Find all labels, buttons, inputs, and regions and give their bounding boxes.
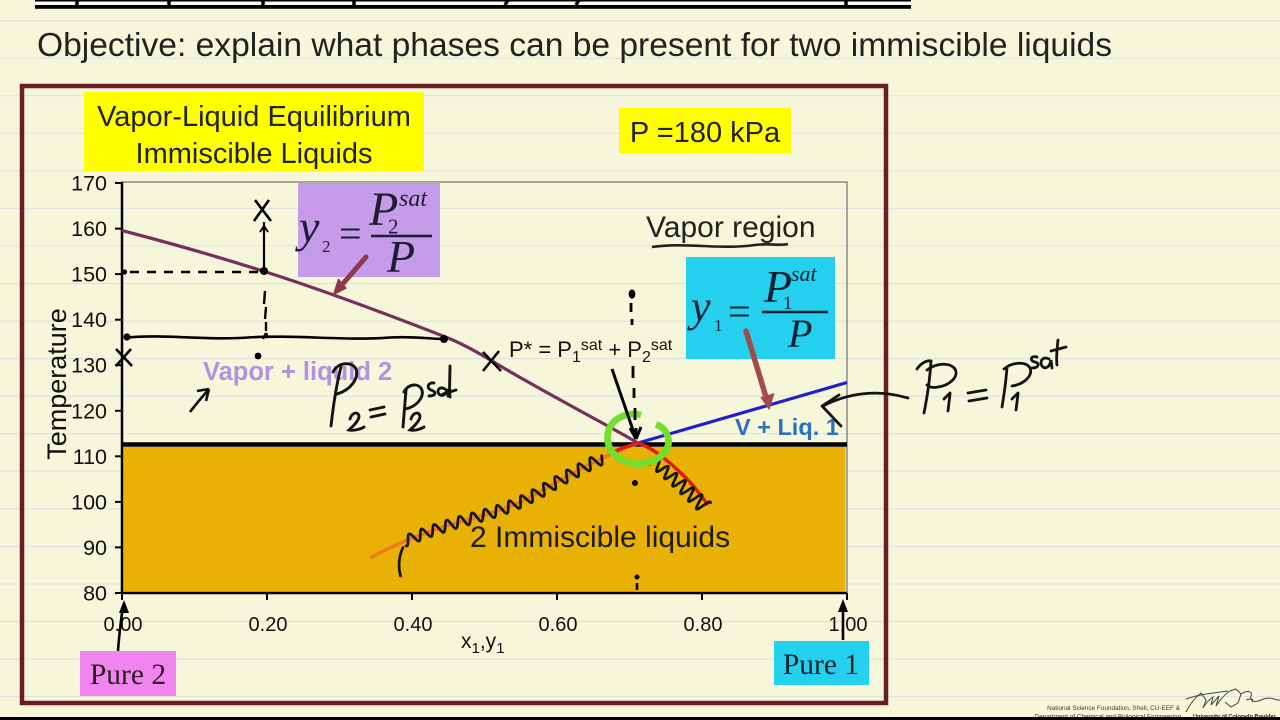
svg-text:sat: sat: [399, 186, 428, 212]
svg-text:100: 100: [71, 490, 107, 514]
svg-text:2 Immiscible liquids: 2 Immiscible liquids: [470, 521, 730, 554]
svg-text:2: 2: [322, 237, 331, 256]
svg-text:0.60: 0.60: [539, 614, 578, 636]
svg-text:Department of Chemical and Bio: Department of Chemical and Biological En…: [1035, 714, 1182, 720]
svg-text:0.20: 0.20: [249, 614, 288, 636]
svg-text:Vapor region: Vapor region: [646, 211, 816, 244]
svg-text:Vapor-Liquid Equilibrium: Vapor-Liquid Equilibrium: [97, 101, 411, 133]
svg-text:110: 110: [73, 445, 107, 469]
svg-text:=: =: [339, 211, 362, 256]
svg-text:Objective: explain what phases: Objective: explain what phases can be pr…: [37, 27, 1112, 64]
svg-text:130: 130: [71, 354, 107, 378]
svg-text:=: =: [728, 289, 751, 334]
svg-text:0.00: 0.00: [104, 614, 143, 636]
svg-text:1: 1: [714, 316, 723, 335]
svg-text:V + Liq. 1: V + Liq. 1: [735, 414, 839, 440]
svg-text:Pure 1: Pure 1: [783, 649, 859, 681]
svg-text:0.40: 0.40: [394, 614, 433, 636]
svg-text:90: 90: [83, 536, 107, 560]
svg-text:150: 150: [71, 263, 107, 287]
svg-text:sat: sat: [791, 261, 818, 286]
svg-text:P =180 kPa: P =180 kPa: [630, 117, 781, 149]
svg-text:P: P: [368, 183, 398, 236]
svg-text:1.00: 1.00: [829, 614, 868, 636]
svg-text:y: y: [295, 201, 320, 252]
svg-text:P: P: [763, 261, 792, 312]
svg-text:National Science Foundation, S: National Science Foundation, Shell, CU-E…: [1047, 705, 1181, 712]
svg-text:170: 170: [71, 172, 107, 196]
svg-text:Vapor + liquid 2: Vapor + liquid 2: [203, 358, 392, 386]
svg-text:160: 160: [71, 217, 107, 241]
svg-text:80: 80: [83, 582, 107, 606]
svg-text:1: 1: [783, 293, 793, 314]
svg-text:x1,y1: x1,y1: [461, 630, 505, 657]
svg-text:140: 140: [71, 308, 107, 332]
svg-text:Pure 2: Pure 2: [90, 659, 166, 691]
svg-text:0.80: 0.80: [684, 614, 723, 636]
svg-text:120: 120: [71, 399, 107, 423]
svg-text:Immiscible Liquids: Immiscible Liquids: [136, 138, 373, 170]
svg-text:2: 2: [388, 215, 399, 239]
svg-text:P: P: [787, 311, 812, 356]
svg-text:P: P: [386, 231, 415, 282]
svg-text:y: y: [687, 282, 711, 331]
svg-text:Temperature: Temperature: [42, 308, 72, 460]
